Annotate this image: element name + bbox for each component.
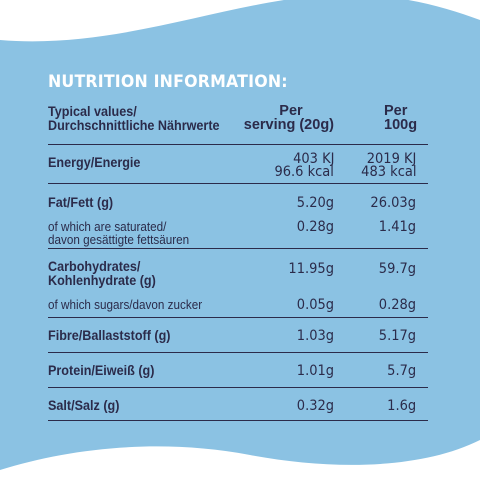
protein-per100: 5.7g (387, 363, 416, 379)
per-100g-header: Per 100g (384, 103, 418, 133)
nutrition-heading: NUTRITION INFORMATION: (48, 72, 288, 92)
energy-serving-kcal: 96.6 kcal (274, 164, 334, 180)
fat-per100: 26.03g (370, 195, 416, 211)
typical-values-label: Typical values/ Durchschnittliche Nährwe… (48, 103, 220, 133)
salt-label: Salt/Salz (g) (48, 397, 120, 413)
carbohydrates-serving: 11.95g (288, 261, 334, 277)
fibre-row: Fibre/Ballaststoff (g) 1.03g 5.17g (48, 318, 428, 353)
saturated-label: of which are saturated/ davon gesättigte… (48, 219, 190, 247)
energy-row: Energy/Energie 403 KJ 96.6 kcal 2019 KJ … (48, 145, 428, 184)
fat-serving: 5.20g (296, 195, 334, 211)
per-serving-header: Per serving (20g) (243, 103, 334, 133)
protein-label: Protein/Eiweiß (g) (48, 362, 155, 378)
nutrition-panel: NUTRITION INFORMATION: Typical values/ D… (48, 72, 428, 421)
table-header-row: Typical values/ Durchschnittliche Nährwe… (48, 104, 428, 145)
energy-per100-kj: 2019 KJ (366, 151, 416, 167)
saturated-per100: 1.41g (378, 219, 416, 235)
sugars-serving: 0.05g (296, 297, 334, 313)
energy-serving-kj: 403 KJ (292, 151, 334, 167)
protein-serving: 1.01g (296, 363, 334, 379)
fibre-label: Fibre/Ballaststoff (g) (48, 327, 171, 343)
energy-per100-kcal: 483 kcal (360, 164, 416, 180)
carbohydrates-row: Carbohydrates/ Kohlenhydrate (g) 11.95g … (48, 249, 428, 318)
carbohydrates-per100: 59.7g (378, 261, 416, 277)
saturated-serving: 0.28g (296, 219, 334, 235)
salt-per100: 1.6g (387, 398, 416, 414)
salt-row: Salt/Salz (g) 0.32g 1.6g (48, 388, 428, 421)
fat-row: Fat/Fett (g) 5.20g 26.03g of which are s… (48, 184, 428, 249)
energy-label: Energy/Energie (48, 154, 141, 170)
protein-row: Protein/Eiweiß (g) 1.01g 5.7g (48, 353, 428, 388)
sugars-per100: 0.28g (378, 297, 416, 313)
carbohydrates-label: Carbohydrates/ Kohlenhydrate (g) (48, 258, 156, 288)
sugars-label: of which sugars/davon zucker (48, 297, 203, 312)
fat-label: Fat/Fett (g) (48, 194, 114, 210)
fibre-serving: 1.03g (296, 328, 334, 344)
fibre-per100: 5.17g (378, 328, 416, 344)
salt-serving: 0.32g (296, 398, 334, 414)
